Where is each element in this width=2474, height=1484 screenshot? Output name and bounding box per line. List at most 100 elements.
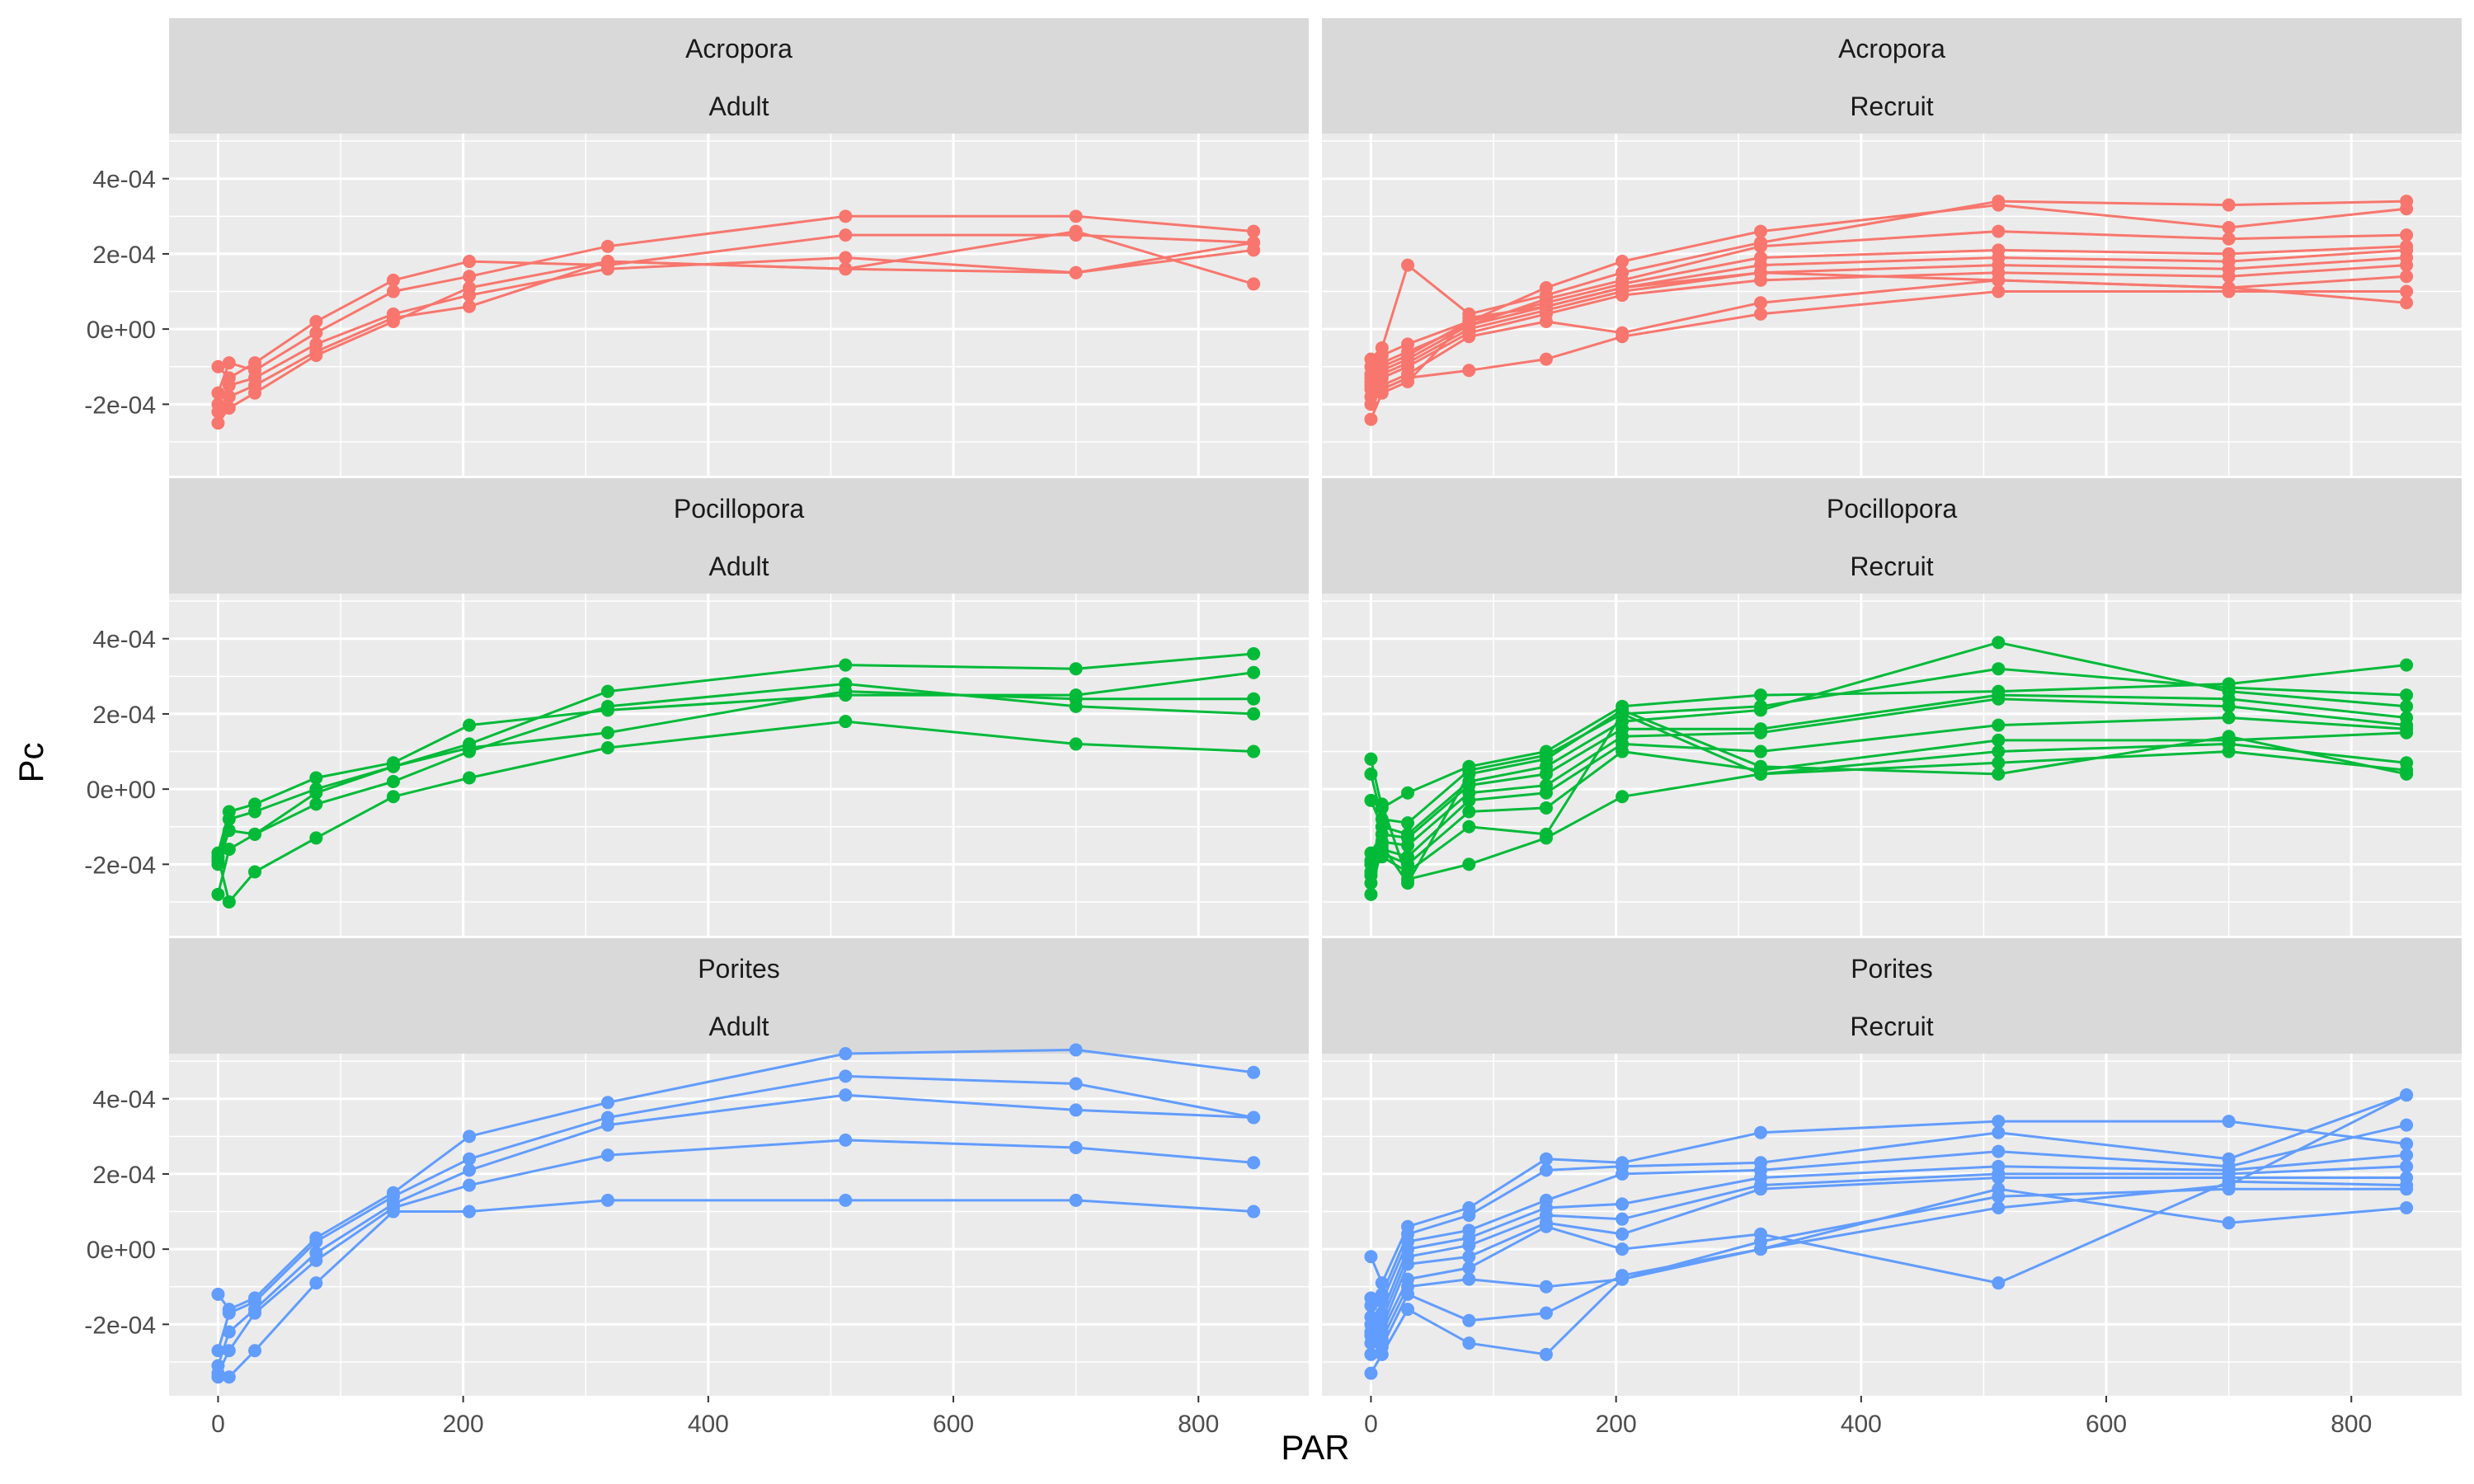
data-point [2222, 699, 2236, 713]
data-point [600, 1193, 614, 1207]
data-point [386, 273, 400, 287]
data-point [1753, 703, 1767, 717]
panel-porites-recruit: Porites Recruit 0 200 400 600 800 [1322, 938, 2462, 1438]
data-point [1539, 767, 1553, 781]
data-point [1247, 236, 1261, 250]
strip-species-bg [1322, 18, 2462, 76]
series-line [1370, 1093, 2407, 1356]
data-point [1247, 1065, 1261, 1079]
data-point [1616, 280, 1630, 294]
data-point [1753, 1182, 1767, 1196]
data-point [839, 251, 853, 265]
data-point [1069, 224, 1083, 238]
series-line [1370, 290, 2407, 406]
data-point [1462, 805, 1476, 819]
data-point [1462, 1272, 1476, 1286]
y-tick-label: 2e-04 [92, 702, 156, 729]
data-point [1753, 239, 1767, 253]
x-tick-label: 0 [1364, 1411, 1378, 1438]
data-point [222, 812, 236, 826]
series-line [1369, 750, 2407, 884]
data-point [1069, 1141, 1083, 1155]
data-point [839, 209, 853, 223]
data-point [1992, 733, 2006, 747]
data-point [1401, 838, 1415, 852]
series-line [1370, 1176, 2407, 1333]
data-point [309, 797, 323, 811]
data-point [463, 771, 477, 785]
data-point [1462, 857, 1476, 871]
data-point [1992, 1115, 2006, 1129]
data-point [1247, 224, 1261, 238]
data-point [2400, 1118, 2414, 1132]
data-point [600, 1148, 614, 1162]
x-tick-label: 400 [688, 1411, 729, 1438]
data-point [1375, 1347, 1389, 1361]
data-point [1753, 224, 1767, 238]
data-point [1069, 692, 1083, 706]
data-point [1247, 1111, 1261, 1125]
series-line [216, 690, 1254, 895]
data-point [839, 658, 853, 672]
data-point [1539, 801, 1553, 815]
data-point [1992, 744, 2006, 758]
data-point [211, 850, 225, 864]
strip-species-label: Porites [1851, 954, 1933, 984]
strip-species-label: Pocillopora [1827, 494, 1958, 524]
data-point [2222, 280, 2236, 294]
strip-stage-bg [169, 536, 1309, 594]
series-line [1370, 256, 2407, 387]
data-point [222, 1344, 236, 1358]
data-point [1462, 330, 1476, 344]
data-point [463, 740, 477, 754]
data-point [2400, 726, 2414, 740]
data-point [1462, 1313, 1476, 1327]
series-line [217, 1048, 1254, 1311]
data-point [1462, 1209, 1476, 1223]
y-tick-label: 0e+00 [87, 777, 156, 804]
data-point [211, 1370, 225, 1384]
series-line [1369, 664, 2407, 810]
data-point [2222, 730, 2236, 744]
data-point [309, 326, 323, 340]
series-line [1369, 708, 2407, 895]
data-point [1539, 752, 1553, 766]
data-point [600, 684, 614, 698]
panel-porites-adult: Porites Adult -2e-04 0e+00 2e-04 4e-04 0 200 400… [84, 938, 1309, 1438]
data-point [1247, 646, 1261, 660]
data-point [1616, 1227, 1630, 1241]
series-line [216, 720, 1254, 904]
data-point [1539, 1306, 1553, 1320]
series-line [1370, 1180, 2407, 1337]
data-point [1753, 726, 1767, 740]
data-point [248, 805, 262, 819]
series-line [218, 1199, 1254, 1378]
data-point [1992, 198, 2006, 212]
data-point [1616, 744, 1630, 758]
data-point [1069, 1193, 1083, 1207]
data-point [1753, 744, 1767, 758]
data-point [2222, 232, 2236, 246]
series-line [217, 233, 1254, 379]
data-point [222, 401, 236, 415]
data-point [222, 356, 236, 370]
y-tick-label: 4e-04 [92, 1087, 156, 1114]
data-point [1247, 707, 1261, 721]
data-point [248, 1306, 262, 1320]
strip-stage-label: Recruit [1850, 92, 1933, 121]
series-line [1370, 716, 2407, 866]
data-point [211, 887, 225, 901]
panel-grid: AcroporaAdult-2e-040e+002e-044e-04Acropo… [84, 18, 2462, 1438]
series-line [1370, 641, 2407, 836]
data-point [386, 315, 400, 329]
strip-stage-label: Recruit [1850, 552, 1933, 581]
data-point [1247, 692, 1261, 706]
data-point [309, 315, 323, 329]
data-point [2222, 198, 2236, 212]
data-point [1375, 838, 1389, 852]
data-point [463, 299, 477, 313]
strip-stage-bg [1322, 76, 2462, 134]
strip-species-bg [169, 18, 1309, 76]
panel-pocillopora-adult: Pocillopora Adult -2e-04 0e+00 2e-04 4e-04 [84, 478, 1309, 936]
data-point [1539, 352, 1553, 366]
